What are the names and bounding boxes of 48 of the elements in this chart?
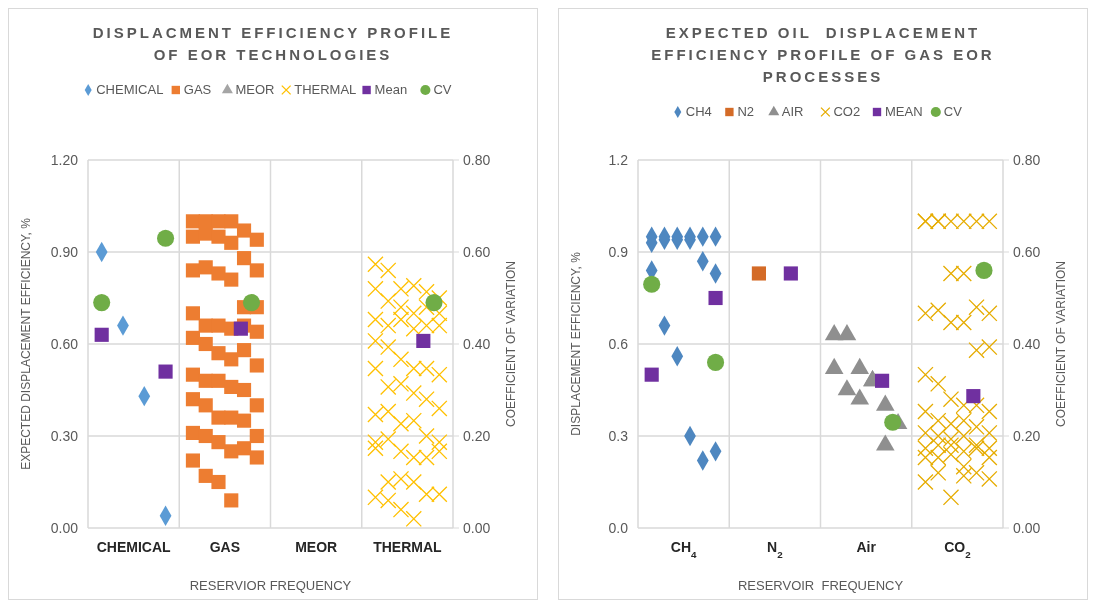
x-tick-label: GAS	[209, 539, 241, 555]
y-tick-label: 0.60	[50, 335, 79, 352]
y2-tick-label: 0.00	[463, 519, 491, 536]
y-tick-label: 0.90	[50, 243, 79, 260]
y-tick-label: 0.30	[50, 427, 79, 444]
legend-label: THERMAL	[294, 82, 357, 97]
legend-label: MEOR	[235, 82, 275, 97]
x-tick-label: CO$_{2}$	[944, 539, 972, 560]
y2-tick-label: 0.40	[1013, 335, 1041, 352]
legend-label: AIR	[781, 104, 804, 119]
y-axis-title: EXPECTED DISPLACEMENT EFFICIENCY, %	[19, 217, 33, 470]
y2-tick-label: 0.00	[1013, 519, 1041, 536]
y-axis-title: DISPLACEMENT EFFICIENCY, %	[569, 251, 583, 436]
y2-tick-label: 0.20	[1013, 427, 1041, 444]
y-tick-label: 0.9	[608, 243, 629, 260]
x-tick-label: N$_{2}$	[767, 539, 784, 560]
y-tick-label: 1.2	[608, 151, 629, 168]
legend-label: CHEMICAL	[96, 82, 164, 97]
chart-title: EXPECTED OIL DISPLACEMENT EFFICIENCY PROFILE OF GAS EOR PROCESSES	[651, 24, 995, 85]
y-tick-label: 0.00	[50, 519, 79, 536]
y-tick-label: 0.0	[608, 519, 629, 536]
y-tick-label: 0.3	[608, 427, 629, 444]
y2-axis-title: COEFFICIENT OF VARIATION	[1054, 260, 1068, 428]
legend-label: GAS	[183, 82, 212, 97]
x-axis-title: RESERVOIR FREQUENCY	[737, 578, 904, 593]
y2-tick-label: 0.80	[463, 151, 491, 168]
y2-tick-label: 0.40	[463, 335, 491, 352]
legend-label: N2	[737, 104, 755, 119]
legend-label: CV	[943, 104, 963, 119]
legend-label: CV	[433, 82, 452, 97]
x-tick-label: THERMAL	[373, 539, 443, 555]
legend-label: MEAN	[885, 104, 923, 119]
chart-title: DISPLACMENT EFFICIENCY PROFILE OF EOR TECHNOLOGIES	[92, 24, 454, 63]
y-tick-label: 0.6	[608, 335, 629, 352]
y2-axis-title: COEFFICIENT OF VARIATION	[504, 260, 518, 428]
legend-label: Mean	[374, 82, 408, 97]
y2-tick-label: 0.20	[463, 427, 491, 444]
x-axis-title: RESERVIOR FREQUENCY	[189, 578, 352, 593]
x-tick-label: Air	[856, 539, 877, 555]
x-tick-label: MEOR	[295, 539, 338, 555]
y-tick-label: 1.20	[50, 151, 79, 168]
y2-tick-label: 0.80	[1013, 151, 1041, 168]
x-tick-label: CHEMICAL	[96, 539, 172, 555]
legend-label: CO2	[833, 104, 861, 119]
y2-tick-label: 0.60	[1013, 243, 1041, 260]
x-tick-label: CH$_{4}$	[670, 539, 698, 560]
y2-tick-label: 0.60	[463, 243, 491, 260]
legend-label: CH4	[685, 104, 712, 119]
